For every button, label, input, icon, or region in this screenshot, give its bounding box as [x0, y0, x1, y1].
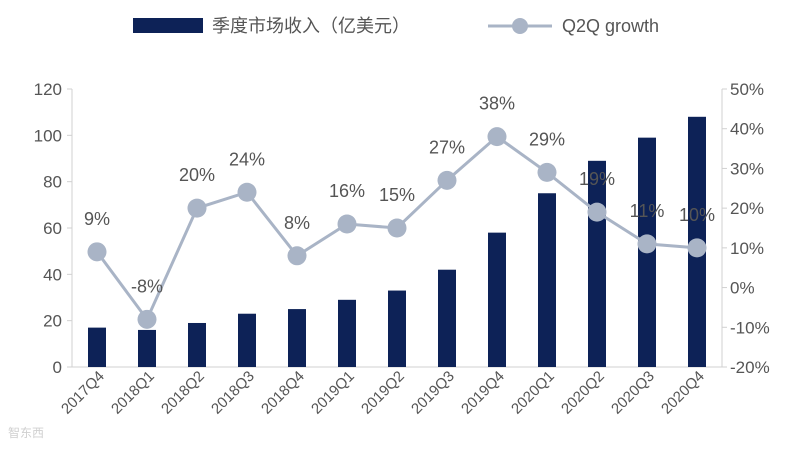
y-right-tick-label: 50%: [730, 80, 764, 99]
bar: [338, 299, 356, 367]
legend-bar-label: 季度市场收入（亿美元）: [212, 16, 410, 36]
category-label: 2018Q3: [208, 368, 258, 418]
bar: [438, 269, 456, 367]
data-label: 9%: [84, 209, 110, 229]
legend: 季度市场收入（亿美元） Q2Q growth: [133, 16, 659, 36]
category-label: 2018Q1: [108, 368, 158, 418]
category-label: 2020Q1: [508, 368, 558, 418]
bar: [588, 160, 606, 367]
category-label: 2017Q4: [58, 368, 108, 418]
legend-bar-swatch: [133, 18, 203, 33]
category-label: 2018Q2: [158, 368, 208, 418]
category-label: 2019Q3: [408, 368, 458, 418]
data-label: 15%: [379, 185, 415, 205]
growth-point: [287, 246, 307, 266]
data-label: 16%: [329, 181, 365, 201]
y-right-tick-label: 10%: [730, 239, 764, 258]
data-label: 10%: [679, 205, 715, 225]
data-label: 19%: [579, 169, 615, 189]
category-label: 2019Q4: [458, 368, 508, 418]
y-right-tick-label: -10%: [730, 318, 770, 337]
data-label: 29%: [529, 129, 565, 149]
data-label: 8%: [284, 213, 310, 233]
category-label: 2020Q4: [658, 368, 708, 418]
y-left-tick-label: 0: [53, 358, 62, 377]
category-label: 2020Q3: [608, 368, 658, 418]
data-label: -8%: [131, 276, 163, 296]
growth-point: [687, 238, 707, 258]
growth-point: [537, 162, 557, 182]
bar: [138, 329, 156, 367]
y-left-tick-label: 100: [34, 126, 62, 145]
growth-point: [487, 127, 507, 147]
bar: [288, 309, 306, 367]
y-left-tick-label: 20: [43, 312, 62, 331]
bar: [488, 232, 506, 367]
growth-point: [237, 182, 257, 202]
data-label: 27%: [429, 137, 465, 157]
y-left-tick-label: 40: [43, 265, 62, 284]
data-label: 38%: [479, 94, 515, 114]
category-label: 2019Q1: [308, 368, 358, 418]
y-right-tick-label: 40%: [730, 120, 764, 139]
growth-point: [337, 214, 357, 234]
bar: [238, 313, 256, 367]
y-left-tick-label: 120: [34, 80, 62, 99]
y-right-tick-label: 30%: [730, 159, 764, 178]
legend-line-marker: [512, 18, 528, 34]
axes: 0 20 40 60 80 100 120 -20% -10% 0% 10% 20% 30% 40% 50%: [34, 80, 770, 377]
line-series: [87, 127, 707, 329]
data-labels: 9% -8% 20% 24% 8% 16% 15% 27% 38% 29% 19% 11% 10%: [84, 94, 715, 297]
watermark: 智东西: [8, 426, 45, 440]
category-labels: 2017Q4 2018Q1 2018Q2 2018Q3 2018Q4 2019Q1 2019…: [58, 368, 708, 418]
y-left-tick-label: 80: [43, 173, 62, 192]
data-label: 24%: [229, 149, 265, 169]
growth-point: [187, 198, 207, 218]
bar: [388, 290, 406, 367]
category-label: 2020Q2: [558, 368, 608, 418]
growth-point: [637, 234, 657, 254]
growth-point: [437, 170, 457, 190]
y-right-tick-label: 20%: [730, 199, 764, 218]
data-label: 11%: [630, 201, 665, 221]
category-label: 2019Q2: [358, 368, 408, 418]
y-right-tick-label: -20%: [730, 358, 770, 377]
growth-point: [387, 218, 407, 238]
bar: [538, 193, 556, 367]
bar: [188, 322, 206, 367]
data-label: 20%: [179, 165, 215, 185]
growth-point: [87, 242, 107, 262]
growth-point: [137, 309, 157, 329]
y-right-tick-label: 0%: [730, 279, 755, 298]
category-label: 2018Q4: [258, 368, 308, 418]
y-left-tick-label: 60: [43, 219, 62, 238]
legend-line-label: Q2Q growth: [562, 16, 659, 36]
growth-point: [587, 202, 607, 222]
bar: [88, 327, 106, 367]
